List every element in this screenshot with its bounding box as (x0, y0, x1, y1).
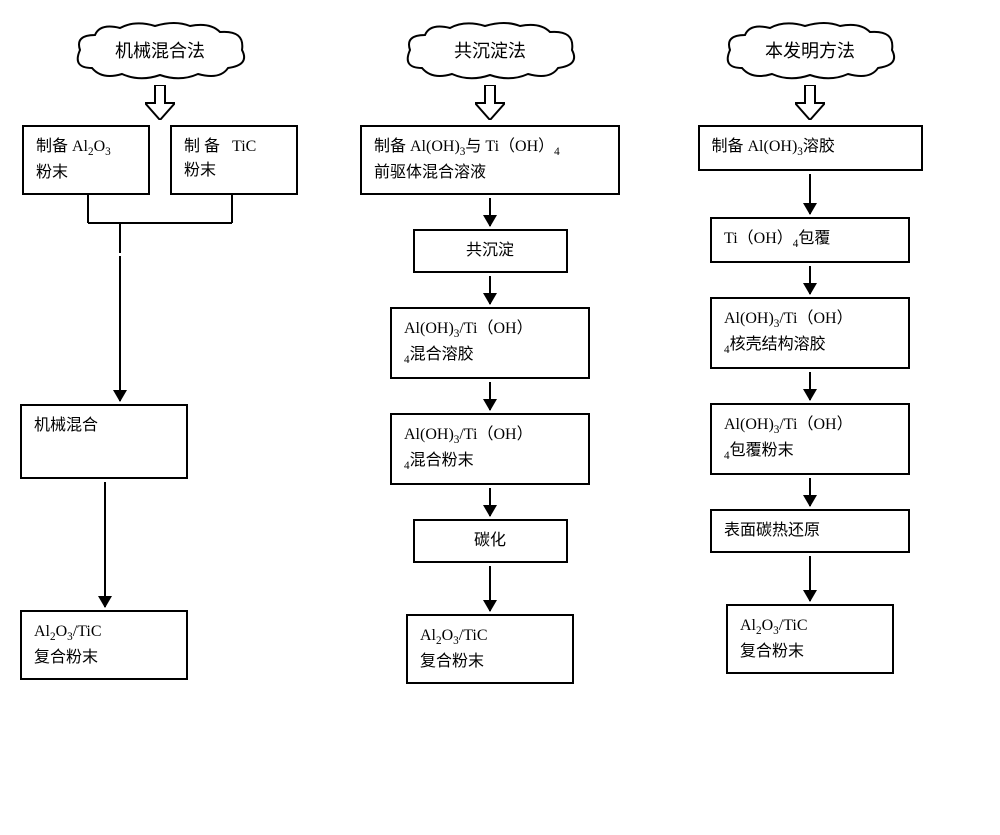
box-mixed-powder: Al(OH)3/Ti（OH）4混合粉末 (390, 413, 590, 485)
arrow-icon (809, 266, 811, 294)
box-coprecipitate: 共沉淀 (413, 229, 568, 273)
arrow-icon (489, 198, 491, 226)
arrow-icon (119, 256, 121, 401)
arrow-icon (809, 174, 811, 214)
box-text: 制 备 TiC粉末 (184, 138, 256, 179)
arrow-icon (809, 478, 811, 506)
title-text: 本发明方法 (765, 37, 855, 63)
arrow-icon (809, 556, 811, 601)
box-text: Ti（OH）4包覆 (724, 230, 830, 247)
box-text: Al2O3/TiC复合粉末 (740, 617, 808, 660)
box-text: Al(OH)3/Ti（OH）4混合溶胶 (404, 320, 533, 363)
box-al2o3-powder: 制备 Al2O3粉末 (22, 125, 150, 195)
column-invention: 本发明方法 制备 Al(OH)3溶胶 Ti（OH）4包覆 Al(OH)3/Ti（… (680, 20, 940, 674)
box-text: Al(OH)3/Ti（OH）4包覆粉末 (724, 416, 853, 459)
box-mixed-sol: Al(OH)3/Ti（OH）4混合溶胶 (390, 307, 590, 379)
hollow-arrow-icon (145, 85, 175, 120)
arrow-icon (489, 276, 491, 304)
box-text: 共沉淀 (466, 242, 514, 259)
hollow-arrow-icon (475, 85, 505, 120)
column-coprecipitation: 共沉淀法 制备 Al(OH)3与 Ti（OH）4前驱体混合溶液 共沉淀 Al(O… (350, 20, 630, 684)
cloud-title-3: 本发明方法 (720, 20, 900, 80)
arrow-icon (809, 372, 811, 400)
title-text: 共沉淀法 (454, 37, 526, 63)
box-precursor-solution: 制备 Al(OH)3与 Ti（OH）4前驱体混合溶液 (360, 125, 620, 195)
box-text: Al(OH)3/Ti（OH）4混合粉末 (404, 426, 533, 469)
box-coated-powder: Al(OH)3/Ti（OH）4包覆粉末 (710, 403, 910, 475)
hollow-arrow-icon (795, 85, 825, 120)
box-text: 碳化 (474, 532, 506, 549)
split-row: 制备 Al2O3粉末 制 备 TiC粉末 (22, 125, 298, 195)
box-text: 制备 Al(OH)3与 Ti（OH）4前驱体混合溶液 (374, 138, 560, 181)
arrow-icon (489, 382, 491, 410)
arrow-icon (104, 482, 106, 607)
box-text: 表面碳热还原 (724, 522, 820, 539)
box-text: 机械混合 (34, 417, 98, 434)
box-surface-reduction: 表面碳热还原 (710, 509, 910, 553)
box-composite-powder-2: Al2O3/TiC复合粉末 (406, 614, 574, 684)
cloud-title-1: 机械混合法 (70, 20, 250, 80)
arrow-icon (489, 488, 491, 516)
box-mechanical-mix: 机械混合 (20, 404, 188, 479)
box-composite-powder-3: Al2O3/TiC复合粉末 (726, 604, 894, 674)
box-core-shell-sol: Al(OH)3/Ti（OH）4核壳结构溶胶 (710, 297, 910, 369)
box-tic-powder: 制 备 TiC粉末 (170, 125, 298, 195)
flowchart-root: 机械混合法 制备 Al2O3粉末 制 备 TiC粉末 机械混合 Al2O (20, 20, 980, 684)
box-text: 制备 Al(OH)3溶胶 (712, 138, 835, 155)
column-mechanical: 机械混合法 制备 Al2O3粉末 制 备 TiC粉末 机械混合 Al2O (20, 20, 300, 680)
cloud-title-2: 共沉淀法 (400, 20, 580, 80)
box-aloh3-sol: 制备 Al(OH)3溶胶 (698, 125, 923, 171)
box-text: Al2O3/TiC复合粉末 (34, 623, 102, 666)
box-text: 制备 Al2O3粉末 (36, 138, 111, 181)
arrow-icon (489, 566, 491, 611)
box-tioh4-coat: Ti（OH）4包覆 (710, 217, 910, 263)
box-composite-powder-1: Al2O3/TiC复合粉末 (20, 610, 188, 680)
box-carbonize: 碳化 (413, 519, 568, 563)
merge-connector-icon (20, 195, 300, 253)
title-text: 机械混合法 (115, 37, 205, 63)
box-text: Al2O3/TiC复合粉末 (420, 627, 488, 670)
box-text: Al(OH)3/Ti（OH）4核壳结构溶胶 (724, 310, 853, 353)
